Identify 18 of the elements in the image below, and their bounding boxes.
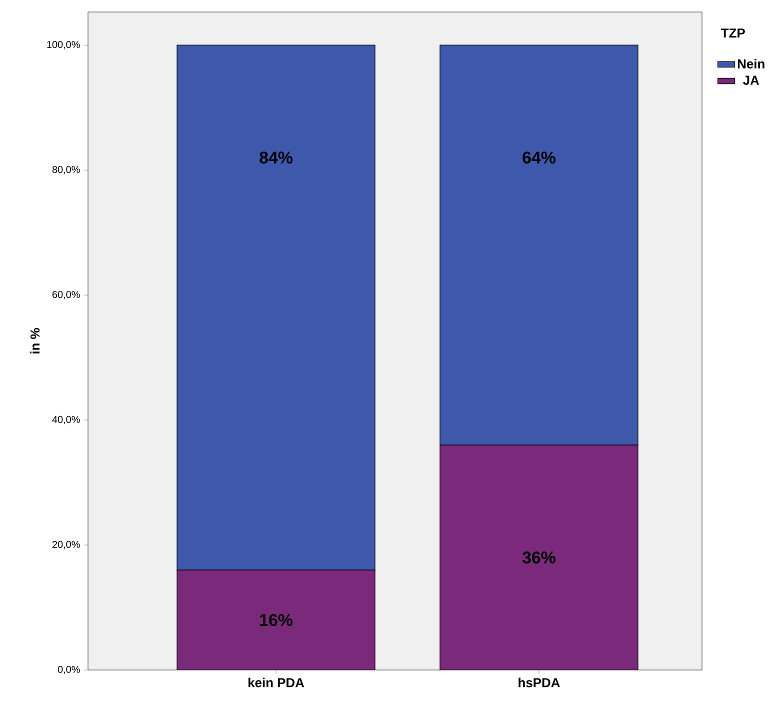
bar [176,570,376,670]
y-tick-label: 0,0% [58,666,80,674]
data-label: 64% [522,152,556,164]
x-tick-label: hsPDA [518,678,560,688]
legend-label: Nein [738,58,764,68]
data-label: 84% [260,152,293,164]
y-tick-label: 100,0% [47,41,80,50]
data-label: 36% [522,552,556,564]
y-axis-title: in % [30,328,40,354]
x-tick-label: kein PDA [248,678,304,688]
bar [440,444,638,670]
y-tick-label: 80,0% [52,166,80,174]
legend-label: JA [743,76,760,85]
legend-title: TZP [721,28,745,38]
data-label: 16% [260,614,293,626]
y-tick-label: 20,0% [52,540,80,550]
y-tick-label: 40,0% [52,416,80,424]
y-tick-label: 60,0% [52,290,80,300]
